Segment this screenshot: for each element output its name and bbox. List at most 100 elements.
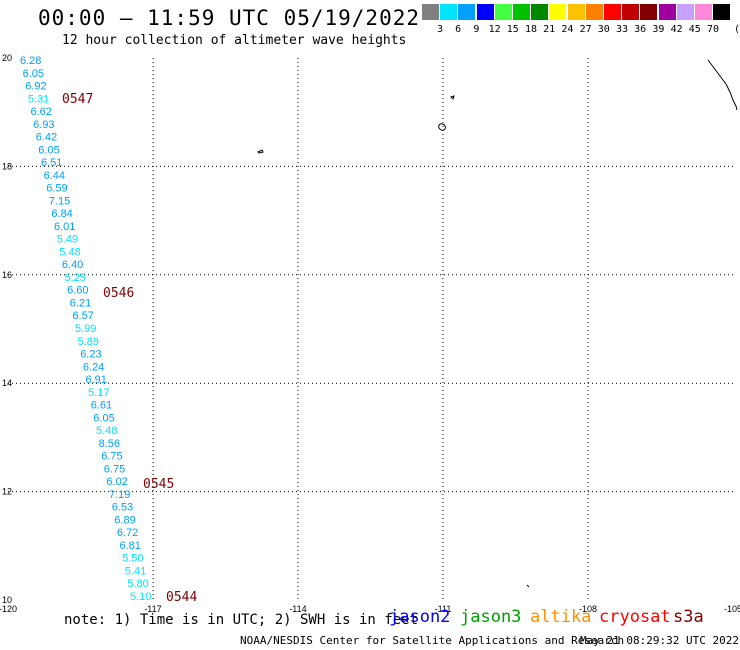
island-4: [526, 584, 530, 588]
wave-height-value: 6.24: [83, 361, 104, 373]
legend-label: 12: [488, 24, 501, 35]
legend-swatch: [567, 4, 585, 20]
island-3: [257, 149, 264, 154]
satellite-altika: altika: [530, 607, 592, 627]
legend-swatch: [713, 4, 731, 20]
y-tick-label: 16: [2, 270, 12, 280]
island-2: [438, 123, 446, 131]
legend-swatch: [604, 4, 621, 20]
wave-height-value: 5.10: [130, 591, 151, 603]
legend-label: 27: [579, 24, 592, 35]
x-tick-label: -105: [724, 604, 740, 614]
pass-time-label: 0547: [62, 92, 93, 107]
island-1: [450, 95, 455, 100]
legend-swatch: [422, 4, 439, 20]
x-tick-label: -114: [289, 604, 306, 614]
pass-time-label: 0545: [143, 477, 174, 492]
legend-label: 45: [688, 24, 701, 35]
map-grid: [8, 58, 733, 600]
wave-height-value: 6.92: [25, 81, 46, 93]
wave-height-value: 6.62: [31, 106, 52, 118]
wave-height-value: 5.49: [57, 234, 78, 246]
satellite-jason3: jason3: [460, 607, 522, 627]
legend-swatch: [513, 4, 530, 20]
satellite-jason2: jason2: [389, 607, 451, 627]
map-subtitle: 12 hour collection of altimeter wave hei…: [62, 33, 407, 48]
wave-height-value: 6.05: [93, 412, 114, 424]
coastline-mainland: [707, 59, 738, 111]
wave-height-value: 5.31: [28, 93, 49, 105]
wave-height-value: 6.57: [72, 310, 93, 322]
satellite-cryosat: cryosat: [599, 607, 671, 627]
legend-label: 33: [615, 24, 629, 35]
wave-height-value: 8.56: [99, 438, 120, 450]
legend-label: 6: [455, 24, 462, 35]
legend-swatch: [695, 4, 712, 20]
legend-swatch: [676, 4, 694, 20]
wave-height-value: 7.15: [49, 195, 70, 207]
pass-time-label: 0546: [103, 286, 134, 301]
legend-swatch: [458, 4, 476, 20]
wave-height-value: 6.44: [44, 170, 65, 182]
legend-label: 24: [561, 24, 574, 35]
wave-height-value: 6.23: [80, 349, 101, 361]
units-note: note: 1) Time is in UTC; 2) SWH is in fe…: [64, 612, 419, 628]
wave-height-value: 6.61: [91, 400, 112, 412]
legend-swatch: [476, 4, 494, 20]
x-tick-label: -120: [0, 604, 17, 614]
wave-height-value: 6.05: [38, 144, 59, 156]
wave-height-value: 6.21: [70, 298, 91, 310]
legend-swatch: [622, 4, 640, 20]
wave-height-value: 5.50: [122, 553, 143, 565]
wave-height-value: 5.48: [59, 246, 80, 258]
y-tick-label: 14: [2, 378, 12, 388]
legend-label: 39: [652, 24, 665, 35]
wave-height-value: 6.05: [23, 68, 44, 80]
wave-height-value: 6.40: [62, 259, 83, 271]
x-tick-label: -108: [579, 604, 597, 614]
wave-height-value: 6.60: [67, 285, 88, 297]
wave-height-value: 6.75: [101, 451, 122, 463]
wave-height-value: 6.89: [114, 514, 135, 526]
legend-label: 42: [670, 24, 683, 35]
map-title: 00:00 – 11:59 UTC 05/19/2022: [38, 6, 421, 30]
wave-height-value: 5.89: [78, 336, 99, 348]
legend-swatch: [440, 4, 458, 20]
legend-swatch: [658, 4, 676, 20]
legend-label: 21: [543, 24, 556, 35]
satellite-s3a: s3a: [673, 607, 704, 627]
wave-height-value: 5.41: [125, 566, 146, 578]
legend-unit: (ft): [734, 24, 740, 35]
wave-height-value: 5.80: [127, 578, 148, 590]
wave-height-value: 6.75: [104, 463, 125, 475]
legend-label: 9: [473, 24, 480, 35]
y-tick-label: 18: [2, 161, 12, 171]
satellite-track: 6.286.056.925.316.626.936.426.056.516.44…: [20, 55, 151, 603]
legend-swatch: [640, 4, 658, 20]
time-labels: 0547 0546 0545 0544: [62, 92, 197, 605]
wave-height-value: 6.72: [117, 527, 138, 539]
wave-height-value: 5.25: [65, 272, 86, 284]
legend-label: 70: [706, 24, 720, 35]
legend-swatch: [531, 4, 549, 20]
credit-line: NOAA/NESDIS Center for Satellite Applica…: [240, 634, 625, 647]
y-tick-label: 10: [2, 595, 12, 605]
wave-height-value: 6.51: [41, 157, 62, 169]
wave-height-value: 6.42: [36, 132, 57, 144]
wave-height-value: 7.19: [109, 489, 130, 501]
coastline: [257, 59, 738, 588]
wave-height-value: 6.93: [33, 119, 54, 131]
legend-label: 3: [436, 24, 444, 35]
legend-label: 15: [506, 24, 519, 35]
wave-height-value: 5.17: [88, 387, 109, 399]
legend-swatch: [494, 4, 512, 20]
y-tick-label: 12: [2, 487, 12, 497]
legend-label: 36: [634, 24, 647, 35]
wave-height-value: 6.91: [86, 374, 107, 386]
legend-swatch: [585, 4, 603, 20]
wave-height-value: 6.02: [106, 476, 127, 488]
wave-height-value: 6.84: [51, 208, 72, 220]
pass-time-label: 0544: [166, 590, 197, 605]
generated-time: May 21 08:29:32 UTC 2022: [580, 634, 739, 647]
